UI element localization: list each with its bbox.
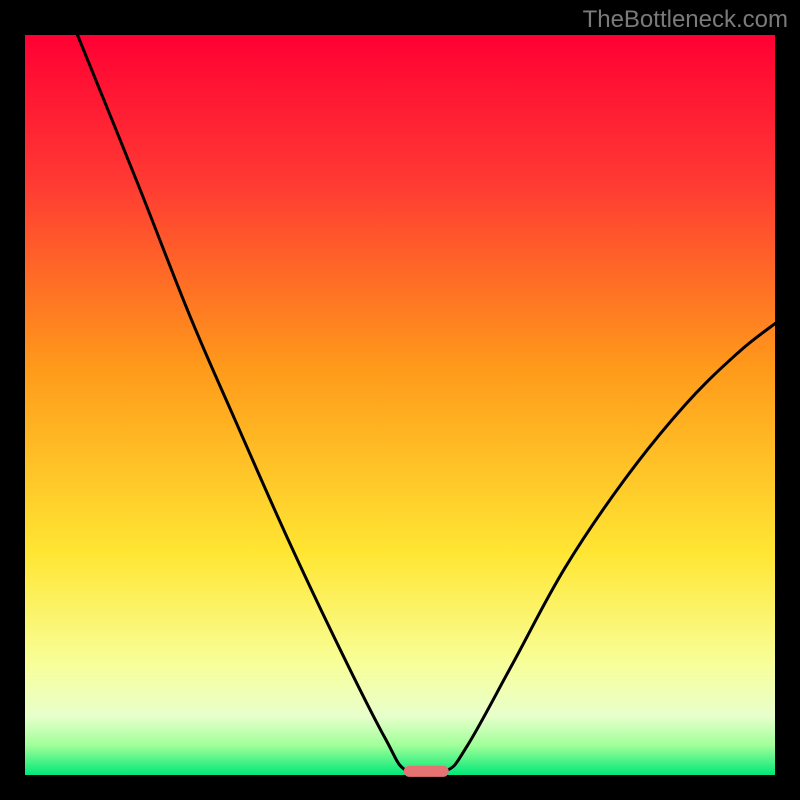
bottleneck-chart [0,0,800,800]
chart-container: { "watermark": "TheBottleneck.com", "cha… [0,0,800,800]
watermark-text: TheBottleneck.com [583,6,788,34]
optimal-marker [404,766,449,777]
plot-background [25,35,775,775]
